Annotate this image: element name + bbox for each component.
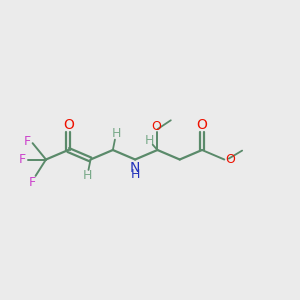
- Text: H: H: [112, 127, 121, 140]
- Text: H: H: [130, 169, 140, 182]
- Text: O: O: [225, 153, 235, 166]
- Text: H: H: [82, 169, 92, 182]
- Text: F: F: [29, 176, 36, 189]
- Text: F: F: [19, 153, 26, 166]
- Text: H: H: [144, 134, 154, 147]
- Text: O: O: [151, 120, 161, 133]
- Text: O: O: [196, 118, 208, 132]
- Text: O: O: [63, 118, 74, 132]
- Text: F: F: [24, 135, 31, 148]
- Text: N: N: [130, 161, 140, 175]
